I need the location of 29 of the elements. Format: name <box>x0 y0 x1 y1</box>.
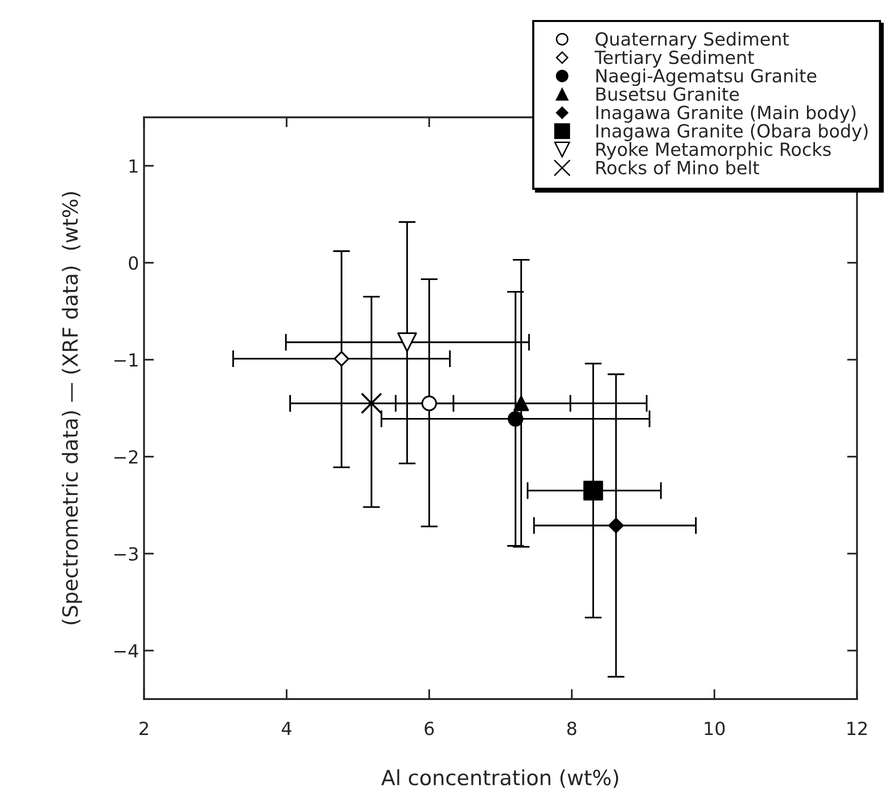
legend-label: Busetsu Granite <box>596 86 739 101</box>
y-tick-label: −3 <box>114 547 138 561</box>
point <box>508 411 524 427</box>
point <box>421 396 437 412</box>
x-tick-label: 4 <box>282 722 292 735</box>
legend-label: Tertiary Sediment <box>594 50 754 68</box>
legend-label: Quaternary Sediment <box>596 32 789 50</box>
y-tick-label: −1 <box>114 353 138 367</box>
y-tick-label: −2 <box>114 450 138 464</box>
x-tick-label: 8 <box>567 722 576 736</box>
legend-label: Inagawa Granite (Obara body) <box>596 124 868 142</box>
point <box>334 351 350 366</box>
legend-label: Rocks of Mino belt <box>596 160 760 174</box>
y-axis-title: (Spectrometric data) — (XRF data) (wt%) <box>62 192 82 624</box>
y-tick-label: 1 <box>130 159 138 173</box>
legend-label: Inagawa Granite (Main body) <box>596 105 856 123</box>
y-tick-label: −4 <box>114 644 138 658</box>
point <box>608 518 624 534</box>
x-tick-label: 2 <box>140 722 148 735</box>
y-tick-label: 0 <box>128 256 138 270</box>
legend-label: Naegi-Agematsu Granite <box>596 68 816 86</box>
x-tick-label: 10 <box>704 722 725 736</box>
point <box>583 480 604 500</box>
x-tick-label: 12 <box>847 722 867 735</box>
x-axis-title: Al concentration (wt%) <box>381 769 618 788</box>
point <box>513 396 529 412</box>
legend-label: Ryoke Metamorphic Rocks <box>596 142 831 160</box>
x-tick-label: 6 <box>424 722 434 736</box>
point <box>397 332 417 352</box>
